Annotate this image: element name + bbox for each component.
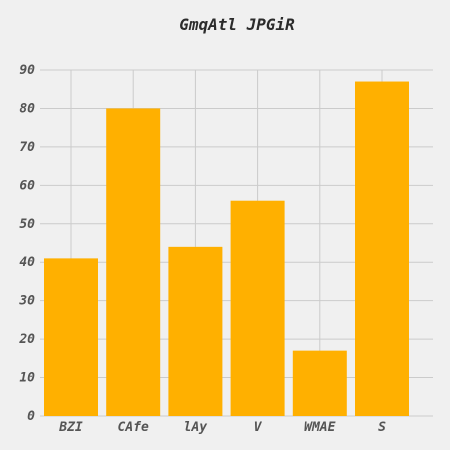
y-tick-label: 80 <box>19 101 35 116</box>
y-tick-label: 90 <box>19 63 35 78</box>
y-tick-label: 10 <box>19 371 35 386</box>
y-tick-label: 30 <box>18 294 35 309</box>
y-tick-label: 50 <box>19 217 35 232</box>
y-tick-label: 20 <box>18 332 35 347</box>
x-axis-ticks: BZI CAfe lAy V WMAE S <box>58 420 386 435</box>
bar-lay <box>168 246 223 416</box>
x-tick-label: BZI <box>58 420 83 435</box>
bar-bzi <box>44 258 98 416</box>
y-tick-label: 70 <box>19 140 35 155</box>
bar-cafe <box>106 108 161 416</box>
bars <box>44 81 409 417</box>
chart-title: GmqAtl JPGiR <box>179 15 295 34</box>
y-tick-label: 40 <box>19 255 35 270</box>
x-tick-label: WMAE <box>304 420 335 435</box>
y-tick-label: 0 <box>27 409 35 424</box>
y-tick-label: 60 <box>19 178 35 193</box>
x-tick-label: S <box>378 420 386 435</box>
bar-v <box>230 200 285 416</box>
x-tick-label: V <box>254 420 263 435</box>
bar-wmae <box>292 350 347 416</box>
x-tick-label: lAy <box>184 420 208 435</box>
bar-s <box>355 81 409 417</box>
y-axis-ticks: 0 10 20 30 40 50 60 70 80 90 <box>18 63 35 424</box>
x-tick-label: CAfe <box>118 420 149 435</box>
